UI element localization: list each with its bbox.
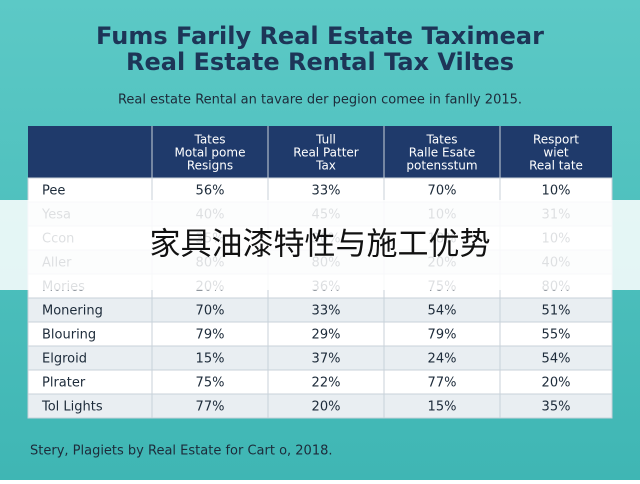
table-row (27, 393, 613, 419)
column-header: Tates (193, 133, 225, 147)
column-header: Resport (533, 133, 579, 147)
cell: 33% (312, 184, 341, 199)
column-header: Tull (315, 133, 336, 147)
column-header: Tates (425, 133, 457, 147)
cell: 24% (428, 352, 457, 367)
column-header: Tax (315, 159, 336, 173)
row-label: Elgroid (42, 352, 87, 367)
cell: 79% (196, 328, 225, 343)
overlay-text: 家具油漆特性与施工优势 (150, 227, 491, 263)
column-header: Motal pome (175, 146, 246, 160)
column-header: Real Patter (293, 146, 359, 160)
column-header: Ralle Esate (409, 146, 476, 160)
column-header: wiet (543, 146, 569, 160)
cell: 29% (312, 328, 341, 343)
cell: 20% (542, 376, 571, 391)
table-row (27, 345, 613, 371)
footer: Stery, Plagiets by Real Estate for Cart … (30, 444, 333, 459)
header-row (28, 126, 612, 178)
cell: 51% (542, 304, 571, 319)
cell: 33% (312, 304, 341, 319)
cell: 22% (312, 376, 341, 391)
row-label: Plrater (42, 376, 86, 391)
cell: 70% (428, 184, 457, 199)
cell: 54% (428, 304, 457, 319)
cell: 15% (196, 352, 225, 367)
row-label: Blouring (42, 328, 96, 343)
cell: 70% (196, 304, 225, 319)
cell: 35% (542, 400, 571, 415)
subtitle: Real estate Rental an tavare der pegion … (118, 93, 522, 108)
cell: 79% (428, 328, 457, 343)
cell: 37% (312, 352, 341, 367)
row-label: Pee (42, 184, 65, 199)
table-row (27, 321, 613, 347)
cell: 15% (428, 400, 457, 415)
title: Real Estate Rental Tax Viltes (126, 48, 514, 76)
cell: 10% (542, 184, 571, 199)
cell: 56% (196, 184, 225, 199)
row-label: Monering (42, 304, 103, 319)
column-header: Resigns (187, 159, 233, 173)
title: Fums Farily Real Estate Taximear (96, 22, 544, 50)
column-header: potensstum (406, 159, 477, 173)
cell: 75% (196, 376, 225, 391)
column-header: Real tate (529, 159, 583, 173)
cell: 77% (196, 400, 225, 415)
row-label: Tol Lights (41, 400, 103, 415)
cell: 54% (542, 352, 571, 367)
overlay-banner (0, 200, 640, 290)
cell: 55% (542, 328, 571, 343)
cell: 20% (312, 400, 341, 415)
cell: 77% (428, 376, 457, 391)
